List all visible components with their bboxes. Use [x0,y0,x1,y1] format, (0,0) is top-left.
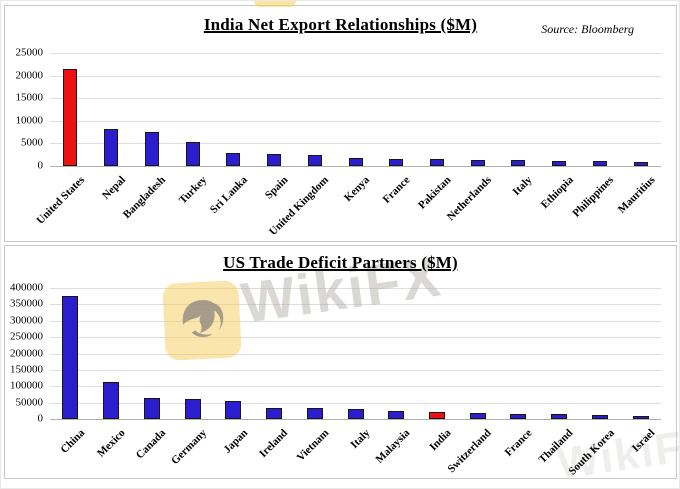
bar [591,415,608,419]
gridline [50,386,661,388]
x-axis-category-label: Spain [262,174,291,202]
x-axis-category-label: Ireland [257,427,291,460]
y-axis-tick-label: 350000 [10,297,43,310]
x-axis-line [50,419,661,420]
x-axis-category-label: Mauritius [615,174,658,216]
gridline [50,304,661,306]
y-axis-tick-label: 25000 [15,46,44,59]
bar [143,398,160,419]
gridline [50,75,661,77]
bar [144,132,159,166]
bar [307,155,322,166]
bar [103,382,120,419]
y-axis-tick-label: 0 [37,159,44,172]
gridline [50,120,661,122]
bar [104,129,119,166]
y-axis-tick-label: 0 [37,412,44,425]
us-trade-deficit-chart-panel: US Trade Deficit Partners ($M) 0 50000 100… [4,245,677,479]
y-axis-tick-label: 50000 [15,396,44,409]
gridline [50,288,661,289]
x-axis-category-label: Pakistan [416,174,454,212]
gridline [50,337,661,339]
x-axis-category-label: Malaysia [373,427,413,466]
bar [633,162,648,166]
bar [552,161,567,166]
bar [511,160,526,166]
wikifx-watermark-logo [162,280,242,361]
bar [348,158,363,166]
bar [226,153,241,166]
bar [267,154,281,166]
source-note: Source: Bloomberg [541,22,634,36]
bar [430,159,444,166]
x-axis-category-label: Nepal [99,174,128,202]
x-axis-category-label: Germany [169,427,210,468]
bar [63,69,78,166]
bar [429,412,445,419]
gridline [50,98,661,100]
x-axis-category-label: Italy [347,427,372,452]
watermark-fragment [254,1,296,7]
bar [551,414,568,419]
x-axis-category-label: France [503,427,535,459]
y-axis-tick-label: 15000 [15,91,44,104]
x-axis-category-label: United States [34,174,87,227]
bar [306,408,323,419]
y-axis-tick-label: 300000 [10,314,43,327]
gridline [50,320,661,322]
chart-title: US Trade Deficit Partners ($M) [223,253,458,272]
bar [62,296,79,419]
x-axis-category-label: Turkey [176,174,210,207]
bar [225,401,242,419]
x-axis-category-label: Philippines [570,174,617,220]
y-axis-tick-label: 20000 [15,69,44,82]
bar [266,408,282,419]
bar [470,160,485,166]
india-net-exports-chart-panel: India Net Export Relationships ($M) Sour… [4,5,677,242]
x-axis-category-label: Canada [133,427,169,462]
bar [388,411,405,419]
x-axis-category-label: Vietnam [294,427,332,464]
x-axis-category-label: Sri Lanka [207,174,250,216]
x-axis-category-label: Ethiopia [538,174,576,212]
bar [389,159,404,166]
y-axis-tick-label: 400000 [10,281,43,294]
bar [592,161,607,166]
gridline [50,53,661,54]
y-axis-tick-label: 100000 [10,379,43,392]
gridline [50,353,661,355]
chart-title: India Net Export Relationships ($M) [203,15,478,34]
y-axis-tick-label: 250000 [10,330,43,343]
gridline [50,402,661,404]
x-axis-category-label: Italy [510,174,535,199]
bar [632,416,649,419]
x-axis-category-label: Mexico [94,427,128,460]
y-axis-tick-label: 150000 [10,363,43,376]
bar [469,413,486,419]
bar [510,414,527,419]
x-axis-category-label: Japan [220,427,250,456]
x-axis-category-label: France [380,174,413,206]
y-axis-tick-label: 10000 [15,114,44,127]
x-axis-category-label: Kenya [341,174,372,205]
y-axis-tick-label: 5000 [21,136,43,149]
bar [185,142,200,166]
bar [184,399,201,419]
x-axis-category-label: India [427,427,454,454]
wikifx-logo-eagle-icon [182,299,224,337]
x-axis-category-label: Bangladesh [121,174,169,221]
x-axis-category-label: China [58,427,87,456]
x-axis-line [50,166,661,167]
gridline [50,143,661,145]
bar [347,409,364,419]
gridline [50,369,661,371]
y-axis-tick-label: 200000 [10,347,43,359]
